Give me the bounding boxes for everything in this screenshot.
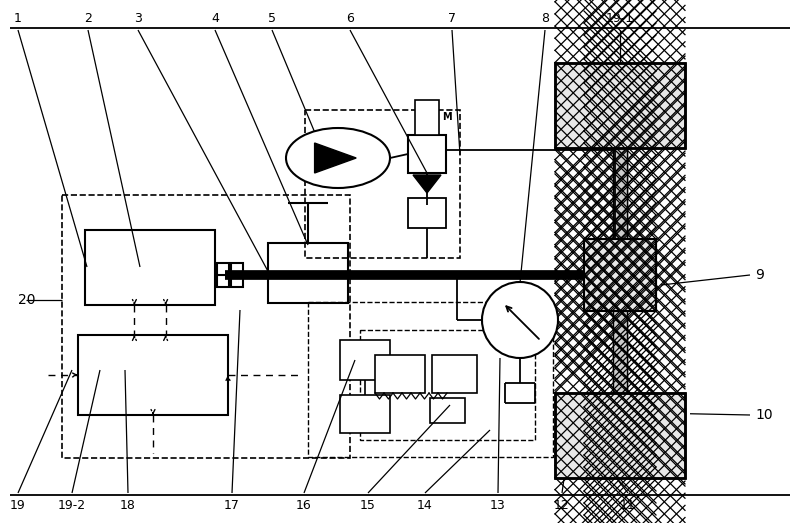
Polygon shape (314, 143, 356, 173)
Bar (375, 355, 425, 393)
Bar (584, 239, 656, 311)
Text: 10: 10 (755, 408, 773, 422)
Text: 8: 8 (541, 12, 549, 25)
Text: 19-1: 19-1 (606, 12, 634, 25)
Circle shape (482, 282, 558, 358)
Text: 5: 5 (268, 12, 276, 25)
Bar (430, 398, 465, 423)
Bar (360, 330, 535, 440)
Text: 11: 11 (620, 499, 636, 512)
Bar (305, 110, 460, 258)
Bar (555, 63, 685, 147)
Bar (432, 355, 477, 393)
Bar (555, 392, 685, 477)
Text: 6: 6 (346, 12, 354, 25)
Bar (408, 135, 446, 173)
Text: 14: 14 (417, 499, 433, 512)
Bar (78, 335, 228, 415)
Bar (555, 392, 685, 477)
Text: 19-2: 19-2 (58, 499, 86, 512)
Text: 17: 17 (224, 499, 240, 512)
Text: 12: 12 (554, 499, 570, 512)
Text: 16: 16 (296, 499, 312, 512)
Bar (217, 263, 229, 287)
Polygon shape (413, 175, 441, 193)
Text: 18: 18 (120, 499, 136, 512)
Text: 2: 2 (84, 12, 92, 25)
Text: M: M (442, 112, 452, 122)
Bar (268, 243, 348, 303)
Text: 1: 1 (14, 12, 22, 25)
Bar (415, 100, 439, 135)
Bar (555, 63, 685, 147)
Text: 20: 20 (18, 293, 35, 307)
Bar (584, 239, 656, 311)
Text: 13: 13 (490, 499, 506, 512)
Bar (231, 263, 243, 287)
Bar (340, 340, 390, 380)
Text: 7: 7 (448, 12, 456, 25)
Bar (85, 230, 215, 305)
Text: 19: 19 (10, 499, 26, 512)
Bar (408, 198, 446, 228)
Text: 15: 15 (360, 499, 376, 512)
Bar (62, 195, 350, 458)
Ellipse shape (286, 128, 390, 188)
Bar (340, 395, 390, 433)
Text: 9: 9 (755, 268, 764, 282)
Text: 4: 4 (211, 12, 219, 25)
Bar (308, 302, 553, 457)
Text: 3: 3 (134, 12, 142, 25)
